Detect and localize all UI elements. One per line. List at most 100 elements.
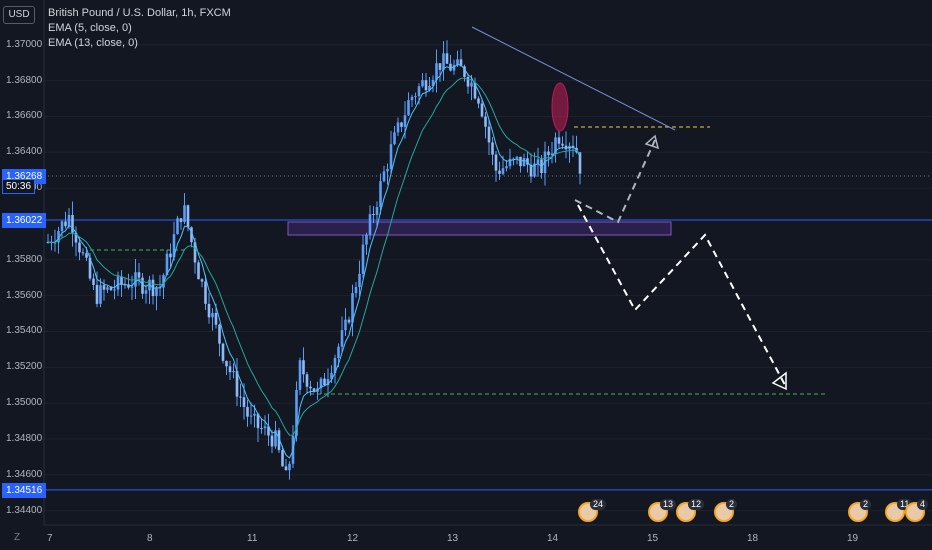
candle-body [456, 59, 459, 65]
candle-body [172, 234, 176, 258]
ema-fast-label[interactable]: EMA (5, close, 0) [48, 22, 132, 34]
candle-body [211, 312, 214, 318]
candle-body [407, 100, 410, 116]
candle-body [347, 319, 351, 323]
candle-body [424, 80, 428, 91]
ema-fast-line [47, 63, 581, 459]
price-tag: 1.36022 [2, 213, 47, 229]
candle-body [204, 281, 207, 304]
trendline [471, 26, 676, 131]
candle-body [57, 230, 60, 243]
candle-body [536, 159, 540, 164]
candle-body [246, 406, 249, 417]
candle-body [494, 154, 498, 171]
candle-body [309, 386, 312, 389]
candle-body [120, 276, 123, 285]
x-tick-label: 19 [847, 533, 859, 544]
candle-body [386, 168, 389, 172]
candle-body [169, 253, 172, 258]
projection-arrowhead-up [644, 134, 660, 150]
y-tick-label: 1.35200 [6, 361, 43, 373]
y-tick-label: 1.34600 [6, 468, 43, 480]
timezone-button[interactable]: Z [14, 532, 21, 543]
candle-body [295, 389, 298, 436]
candle-body [239, 396, 242, 398]
candle-body [225, 360, 228, 367]
candle-body [442, 53, 445, 70]
candle-body [403, 115, 407, 127]
candle-body [498, 170, 501, 174]
candle-body [435, 63, 438, 80]
chart-grid [43, 0, 932, 526]
candle-body [470, 82, 473, 87]
candle-body [67, 214, 71, 227]
candle-body [288, 463, 291, 471]
price-tag: 50:36 [2, 179, 36, 195]
candle-body [351, 293, 354, 323]
candle-body [197, 262, 200, 280]
candle-body [176, 218, 179, 235]
event-count: 2 [860, 499, 872, 510]
candle-body [260, 428, 263, 430]
candle-body [571, 145, 575, 148]
candle-body [375, 206, 379, 215]
y-tick-label: 1.36600 [6, 110, 43, 122]
candle-body [127, 284, 130, 288]
candle-body [333, 358, 337, 373]
ema-slow-label[interactable]: EMA (13, close, 0) [48, 37, 138, 49]
candle-body [508, 158, 512, 167]
candle-body [501, 168, 505, 174]
candle-body [515, 156, 519, 159]
x-tick-label: 11 [247, 533, 258, 544]
y-tick-label: 1.37000 [6, 38, 43, 50]
candle-body [554, 137, 557, 154]
candle-body [214, 312, 218, 325]
candle-body [354, 287, 358, 294]
candle-body [564, 145, 568, 150]
candle-body [449, 63, 452, 71]
candle-body [578, 152, 582, 174]
candle-body [550, 153, 554, 156]
candle-body [312, 388, 316, 392]
candle-body [102, 285, 106, 290]
candle-body [284, 466, 288, 471]
candle-body [242, 397, 246, 407]
candle-body [74, 232, 78, 243]
candle-body [78, 242, 81, 253]
candle-body [417, 86, 421, 97]
chart-title[interactable]: British Pound / U.S. Dollar, 1h, FXCM [48, 7, 231, 19]
projection-arrowhead-down [771, 371, 787, 391]
y-tick-label: 1.35600 [6, 289, 43, 301]
candle-body [123, 284, 127, 286]
currency-badge[interactable]: USD [3, 6, 35, 24]
candle-body [459, 59, 463, 67]
candle-body [337, 346, 340, 359]
candle-body [414, 96, 417, 98]
price-tag: 1.34516 [2, 482, 47, 498]
candle-body [109, 287, 113, 291]
candle-body [421, 80, 424, 87]
candle-body [323, 378, 326, 386]
candle-body [557, 137, 561, 144]
candle-body [60, 221, 64, 231]
candle-body [253, 413, 256, 416]
candle-body [113, 289, 116, 291]
x-tick-label: 7 [47, 533, 53, 544]
event-count: 24 [590, 499, 607, 510]
candle-body [298, 360, 302, 390]
candle-body [512, 158, 515, 160]
candle-body [81, 252, 85, 254]
candle-body [529, 164, 533, 177]
candle-body [340, 330, 344, 347]
candle-body [144, 290, 148, 294]
candle-body [330, 372, 333, 379]
candle-body [130, 286, 134, 288]
highlight-ellipse [551, 82, 569, 132]
candle-body [53, 242, 57, 244]
candle-body [438, 63, 442, 70]
candle-body [165, 253, 169, 276]
candle-body [445, 53, 449, 64]
x-tick-label: 12 [347, 533, 359, 544]
candle-body [533, 163, 536, 177]
